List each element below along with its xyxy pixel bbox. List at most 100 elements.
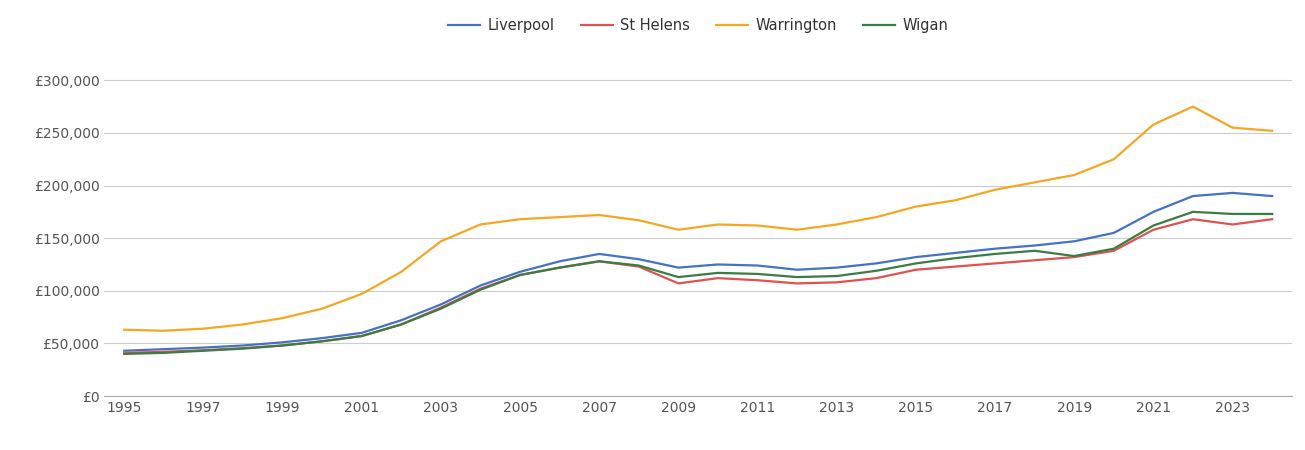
Wigan — [1027, 248, 1043, 253]
Warrington — [354, 291, 369, 297]
Wigan — [512, 272, 527, 278]
St Helens — [632, 264, 647, 269]
St Helens — [671, 281, 686, 286]
Warrington — [512, 216, 527, 222]
St Helens — [552, 265, 568, 270]
St Helens — [512, 272, 527, 278]
Wigan — [591, 259, 607, 264]
St Helens — [1265, 216, 1280, 222]
Warrington — [710, 222, 726, 227]
Liverpool — [1146, 209, 1161, 215]
Wigan — [1105, 246, 1121, 252]
Warrington — [591, 212, 607, 218]
St Helens — [393, 322, 408, 327]
Liverpool — [155, 346, 171, 352]
St Helens — [908, 267, 924, 272]
Liverpool — [315, 335, 330, 341]
Wigan — [315, 338, 330, 344]
Wigan — [947, 256, 963, 261]
Liverpool — [1224, 190, 1240, 196]
St Helens — [1066, 254, 1082, 260]
Warrington — [155, 328, 171, 333]
St Helens — [315, 338, 330, 344]
Liverpool — [988, 246, 1004, 252]
Liverpool — [591, 251, 607, 256]
Wigan — [235, 346, 251, 351]
St Helens — [275, 343, 291, 348]
Liverpool — [196, 345, 211, 350]
Warrington — [1027, 180, 1043, 185]
Liverpool — [632, 256, 647, 262]
Liverpool — [1027, 243, 1043, 248]
St Helens — [591, 259, 607, 264]
Warrington — [433, 238, 449, 244]
Warrington — [908, 204, 924, 209]
Warrington — [988, 187, 1004, 193]
St Helens — [710, 275, 726, 281]
St Helens — [1224, 222, 1240, 227]
St Helens — [1027, 257, 1043, 263]
Wigan — [1146, 223, 1161, 228]
Line: St Helens: St Helens — [124, 219, 1272, 353]
Liverpool — [393, 318, 408, 323]
Warrington — [275, 315, 291, 321]
Line: Warrington: Warrington — [124, 107, 1272, 331]
Liverpool — [235, 343, 251, 348]
Liverpool — [749, 263, 765, 268]
Liverpool — [790, 267, 805, 272]
St Helens — [155, 349, 171, 355]
Line: Wigan: Wigan — [124, 212, 1272, 354]
Wigan — [275, 343, 291, 348]
Wigan — [1185, 209, 1201, 215]
Warrington — [1146, 122, 1161, 127]
Wigan — [472, 287, 488, 292]
St Helens — [988, 261, 1004, 266]
Line: Liverpool: Liverpool — [124, 193, 1272, 351]
Warrington — [315, 306, 330, 311]
Liverpool — [908, 254, 924, 260]
Legend: Liverpool, St Helens, Warrington, Wigan: Liverpool, St Helens, Warrington, Wigan — [448, 18, 949, 33]
Warrington — [947, 198, 963, 203]
Liverpool — [552, 259, 568, 264]
Liverpool — [947, 250, 963, 256]
St Helens — [1105, 248, 1121, 253]
Wigan — [1265, 211, 1280, 216]
St Helens — [947, 264, 963, 269]
Wigan — [116, 351, 132, 356]
Warrington — [1224, 125, 1240, 130]
St Helens — [354, 333, 369, 339]
Wigan — [1066, 253, 1082, 259]
Liverpool — [1265, 194, 1280, 199]
Warrington — [1066, 172, 1082, 178]
Liverpool — [868, 261, 883, 266]
St Helens — [433, 305, 449, 310]
Wigan — [671, 274, 686, 280]
Wigan — [988, 251, 1004, 256]
St Helens — [196, 347, 211, 353]
Warrington — [472, 222, 488, 227]
Warrington — [632, 217, 647, 223]
Liverpool — [1185, 194, 1201, 199]
Wigan — [393, 322, 408, 327]
Warrington — [552, 214, 568, 220]
Wigan — [829, 273, 844, 279]
Warrington — [749, 223, 765, 228]
St Helens — [868, 275, 883, 281]
St Helens — [1146, 227, 1161, 233]
Warrington — [116, 327, 132, 333]
Warrington — [671, 227, 686, 233]
Wigan — [908, 261, 924, 266]
Wigan — [868, 268, 883, 274]
Wigan — [155, 350, 171, 356]
Wigan — [433, 306, 449, 311]
Liverpool — [354, 330, 369, 336]
St Helens — [235, 346, 251, 351]
Wigan — [710, 270, 726, 275]
St Helens — [790, 281, 805, 286]
Wigan — [632, 263, 647, 268]
Warrington — [868, 214, 883, 220]
Wigan — [196, 348, 211, 353]
St Helens — [116, 350, 132, 356]
Wigan — [1224, 211, 1240, 216]
Wigan — [749, 271, 765, 277]
